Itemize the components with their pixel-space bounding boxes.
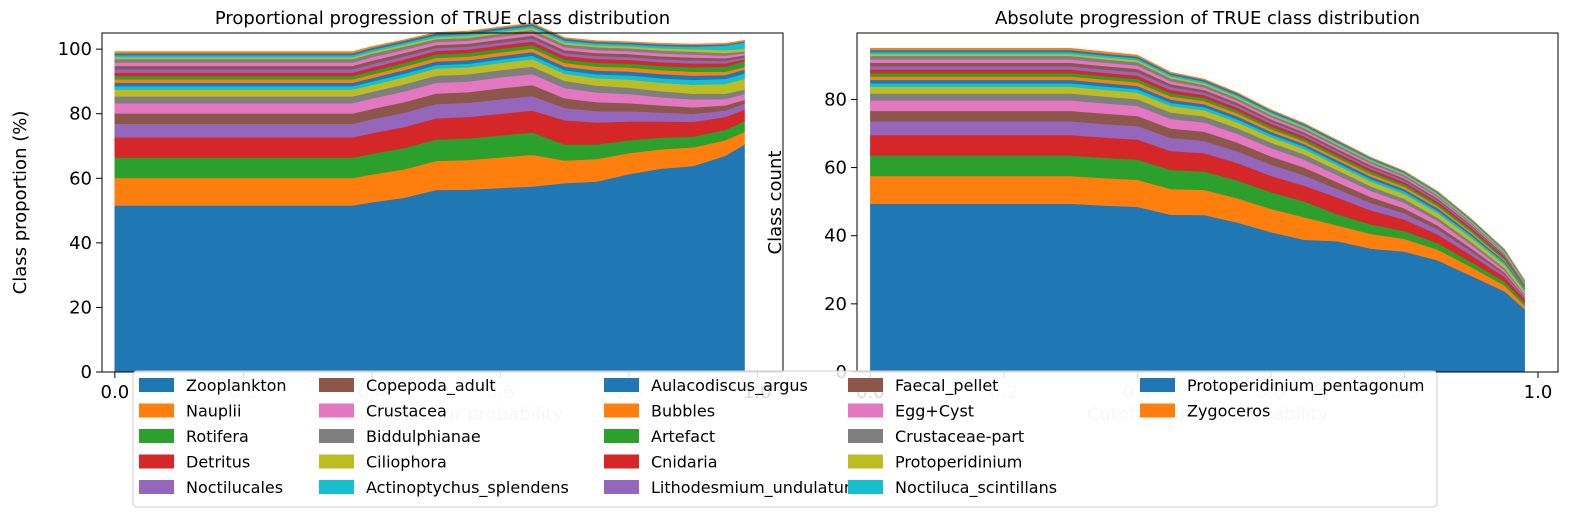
p1-y-axis-label: Class proportion (%) — [10, 111, 31, 295]
p1-ytick-label: 40 — [69, 233, 92, 254]
legend-swatch-protoperidinium — [848, 454, 883, 469]
legend-swatch-cnidaria — [604, 454, 639, 469]
legend-label-nauplii: Nauplii — [186, 402, 241, 421]
p2-ytick-label: 20 — [824, 294, 847, 315]
p1-xtick-label: 0.0 — [101, 382, 130, 403]
legend-label-actinoptychus-splendens: Actinoptychus_splendens — [366, 478, 569, 498]
p1-ytick-label: 60 — [69, 168, 92, 189]
legend-label-artefact: Artefact — [651, 427, 715, 446]
legend-swatch-ciliophora — [319, 454, 354, 469]
legend-label-protoperidinium-pentagonum: Protoperidinium_pentagonum — [1187, 376, 1424, 396]
legend-swatch-biddulphianae — [319, 429, 354, 443]
p2-area-layers — [870, 48, 1525, 373]
p2-ytick-label: 60 — [824, 158, 847, 179]
legend-label-noctilucales: Noctilucales — [186, 478, 283, 497]
legend-swatch-faecal-pellet — [848, 378, 883, 392]
legend-swatch-protoperidinium-pentagonum — [1140, 378, 1175, 392]
legend-label-protoperidinium: Protoperidinium — [895, 453, 1022, 472]
p1-ytick-label: 80 — [69, 104, 92, 125]
p1-ytick-label: 0 — [81, 362, 92, 383]
p1-area-layers — [114, 22, 745, 373]
p2-ytick-label: 80 — [824, 89, 847, 110]
legend-label-biddulphianae: Biddulphianae — [366, 427, 481, 446]
legend-label-zygoceros: Zygoceros — [1187, 402, 1270, 421]
panel-absolute: 0204060800.00.20.40.60.81.0 Absolute pro… — [765, 8, 1559, 425]
legend-label-ciliophora: Ciliophora — [366, 453, 447, 472]
legend-swatch-aulacodiscus-argus — [604, 378, 639, 392]
legend-label-crustacea: Crustacea — [366, 402, 447, 421]
legend-swatch-detritus — [139, 454, 174, 469]
p1-ytick-label: 100 — [58, 39, 92, 60]
p1-area-zygoceros — [114, 22, 745, 54]
p2-y-axis-label: Class count — [765, 151, 786, 255]
legend-swatch-crustacea — [319, 403, 354, 418]
legend-label-noctiluca-scintillans: Noctiluca_scintillans — [895, 478, 1057, 498]
legend-swatch-artefact — [604, 429, 639, 443]
p1-ytick-label: 20 — [69, 297, 92, 318]
legend-swatch-lithodesmium-undulatum — [604, 480, 639, 494]
legend-swatch-zooplankton — [139, 378, 174, 392]
legend-label-lithodesmium-undulatum: Lithodesmium_undulatum — [651, 478, 859, 498]
legend-swatch-noctilucales — [139, 480, 174, 494]
legend-swatch-zygoceros — [1140, 403, 1175, 418]
legend-swatch-actinoptychus-splendens — [319, 480, 354, 494]
legend-swatch-crustaceae-part — [848, 429, 883, 443]
legend-label-cnidaria: Cnidaria — [651, 453, 718, 472]
p2-ytick-label: 40 — [824, 226, 847, 247]
legend-swatch-nauplii — [139, 403, 174, 418]
legend-swatch-noctiluca-scintillans — [848, 480, 883, 494]
p2-xtick-label: 1.0 — [1524, 382, 1553, 403]
legend-label-rotifera: Rotifera — [186, 427, 249, 446]
legend-swatch-bubbles — [604, 403, 639, 418]
legend-label-bubbles: Bubbles — [651, 402, 715, 421]
legend-box — [132, 370, 1438, 508]
legend: Zooplankton Nauplii Rotifera Detritus Noctil… — [132, 370, 1438, 508]
p2-area-zygoceros — [870, 48, 1525, 282]
legend-label-faecal-pellet: Faecal_pellet — [895, 376, 998, 396]
p2-title: Absolute progression of TRUE class distr… — [995, 8, 1420, 29]
legend-swatch-copepoda-adult — [319, 378, 354, 392]
legend-swatch-egg-cyst — [848, 403, 883, 418]
legend-label-detritus: Detritus — [186, 453, 250, 472]
legend-label-crustaceae-part: Crustaceae-part — [895, 427, 1024, 446]
legend-label-copepoda-adult: Copepoda_adult — [366, 376, 496, 396]
legend-label-egg-cyst: Egg+Cyst — [895, 402, 974, 421]
p1-title: Proportional progression of TRUE class d… — [215, 8, 670, 29]
legend-label-aulacodiscus-argus: Aulacodiscus_argus — [651, 376, 808, 396]
legend-swatch-rotifera — [139, 429, 174, 443]
legend-label-zooplankton: Zooplankton — [186, 376, 287, 395]
